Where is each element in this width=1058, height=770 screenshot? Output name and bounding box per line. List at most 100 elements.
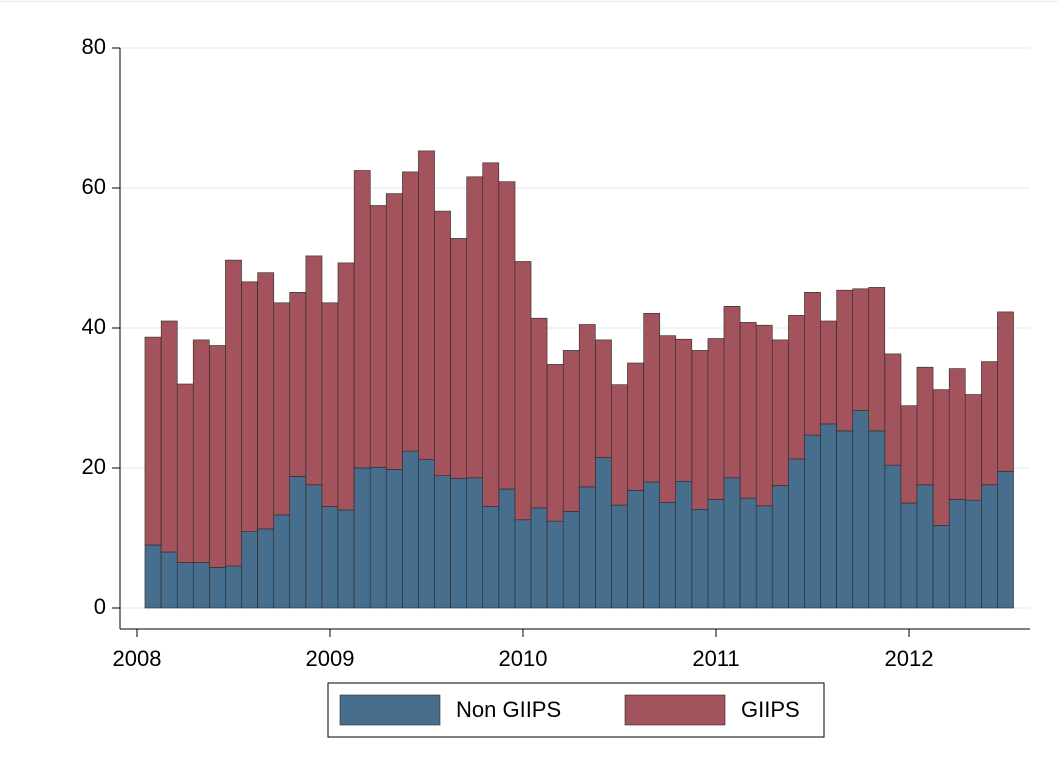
- bar-segment: [385, 193, 403, 470]
- bar-segment: [884, 353, 902, 466]
- bar-segment: [482, 506, 500, 609]
- bar-segment: [981, 484, 998, 609]
- bar-segment: [225, 565, 242, 609]
- bar-segment: [852, 288, 870, 411]
- bar-segment: [402, 171, 419, 452]
- bar-segment: [627, 490, 644, 609]
- bar-segment: [498, 488, 516, 609]
- bar-segment: [997, 311, 1014, 472]
- bar-segment: [482, 162, 500, 507]
- bar-segment: [450, 238, 468, 479]
- bar-segment: [337, 262, 355, 511]
- bar-segment: [997, 471, 1014, 609]
- bar-segment: [723, 305, 741, 479]
- bar-segment: [160, 320, 178, 553]
- legend-swatch: [624, 694, 726, 726]
- bar-segment: [369, 466, 387, 609]
- x-tick-label: 2010: [499, 646, 548, 671]
- bar-segment: [257, 272, 275, 530]
- bar-segment: [578, 324, 596, 488]
- legend-label: GIIPS: [741, 697, 800, 722]
- bar-segment: [209, 345, 226, 568]
- bar-segment: [578, 486, 596, 609]
- bar-segment: [192, 339, 210, 563]
- bar-segment: [868, 287, 886, 432]
- bar-segment: [546, 364, 564, 522]
- bar-segment: [932, 389, 950, 526]
- bar-segment: [884, 464, 902, 609]
- bar-segment: [321, 506, 339, 609]
- bar-segment: [804, 434, 821, 609]
- bar-segment: [273, 302, 291, 516]
- bar-segment: [836, 289, 854, 432]
- bar-segment: [836, 430, 854, 609]
- bar-segment: [659, 501, 677, 609]
- bar-segment: [418, 150, 435, 460]
- bar-segment: [964, 499, 982, 609]
- bar-segment: [788, 458, 805, 609]
- bar-segment: [369, 205, 387, 468]
- bar-segment: [176, 562, 194, 609]
- bar-segment: [595, 457, 612, 609]
- bar-segment: [611, 504, 628, 609]
- bar-segment: [691, 508, 709, 609]
- y-tick-label: 0: [94, 594, 106, 619]
- bar-segment: [643, 312, 661, 483]
- bar-segment: [739, 497, 757, 609]
- bar-segment: [353, 467, 371, 609]
- x-tick-label: 2012: [885, 646, 934, 671]
- bar-segment: [659, 335, 677, 503]
- bar-segment: [755, 324, 773, 507]
- x-tick-label: 2011: [692, 646, 739, 671]
- y-tick-label: 40: [82, 314, 106, 339]
- y-tick-label: 60: [82, 174, 106, 199]
- y-tick-label: 20: [82, 454, 106, 479]
- bar-segment: [771, 339, 789, 486]
- bar-segment: [868, 430, 886, 609]
- bar-segment: [820, 320, 837, 425]
- bar-segment: [530, 317, 548, 509]
- bar-segment: [450, 478, 468, 609]
- bar-segment: [192, 562, 210, 609]
- y-tick-label: 80: [82, 34, 106, 59]
- bar-segment: [900, 502, 918, 609]
- bar-segment: [562, 511, 580, 609]
- bar-segment: [643, 481, 661, 609]
- bar-segment: [739, 322, 757, 499]
- bar-segment: [820, 423, 837, 609]
- bar-segment: [385, 469, 403, 609]
- legend-label: Non GIIPS: [456, 697, 561, 722]
- bar-segment: [418, 459, 435, 609]
- bar-segment: [257, 528, 275, 609]
- bar-segment: [755, 505, 773, 609]
- legend-swatch: [339, 694, 441, 726]
- bar-segment: [466, 477, 484, 609]
- bar-segment: [932, 525, 950, 609]
- bar-segment: [627, 362, 644, 491]
- bar-segment: [964, 394, 982, 501]
- bar-segment: [434, 210, 451, 477]
- bar-segment: [723, 477, 741, 609]
- bar-segment: [402, 450, 419, 609]
- bar-segment: [289, 291, 307, 477]
- bar-segment: [691, 350, 709, 510]
- bar-segment: [788, 315, 805, 460]
- bar-segment: [852, 410, 870, 609]
- bar-segment: [225, 259, 242, 567]
- bar-segment: [514, 519, 532, 609]
- bar-segment: [611, 384, 628, 506]
- bar-segment: [707, 338, 725, 500]
- bar-segment: [675, 338, 693, 482]
- bar-segment: [595, 339, 612, 458]
- bar-segment: [900, 405, 918, 504]
- bar-segment: [498, 181, 516, 490]
- bar-segment: [514, 261, 532, 521]
- bar-segment: [241, 281, 258, 532]
- bar-segment: [771, 485, 789, 609]
- bar-segment: [305, 255, 323, 486]
- bar-segment: [948, 368, 966, 500]
- bar-segment: [675, 480, 693, 609]
- bar-segment: [948, 499, 966, 609]
- bar-segment: [289, 476, 307, 609]
